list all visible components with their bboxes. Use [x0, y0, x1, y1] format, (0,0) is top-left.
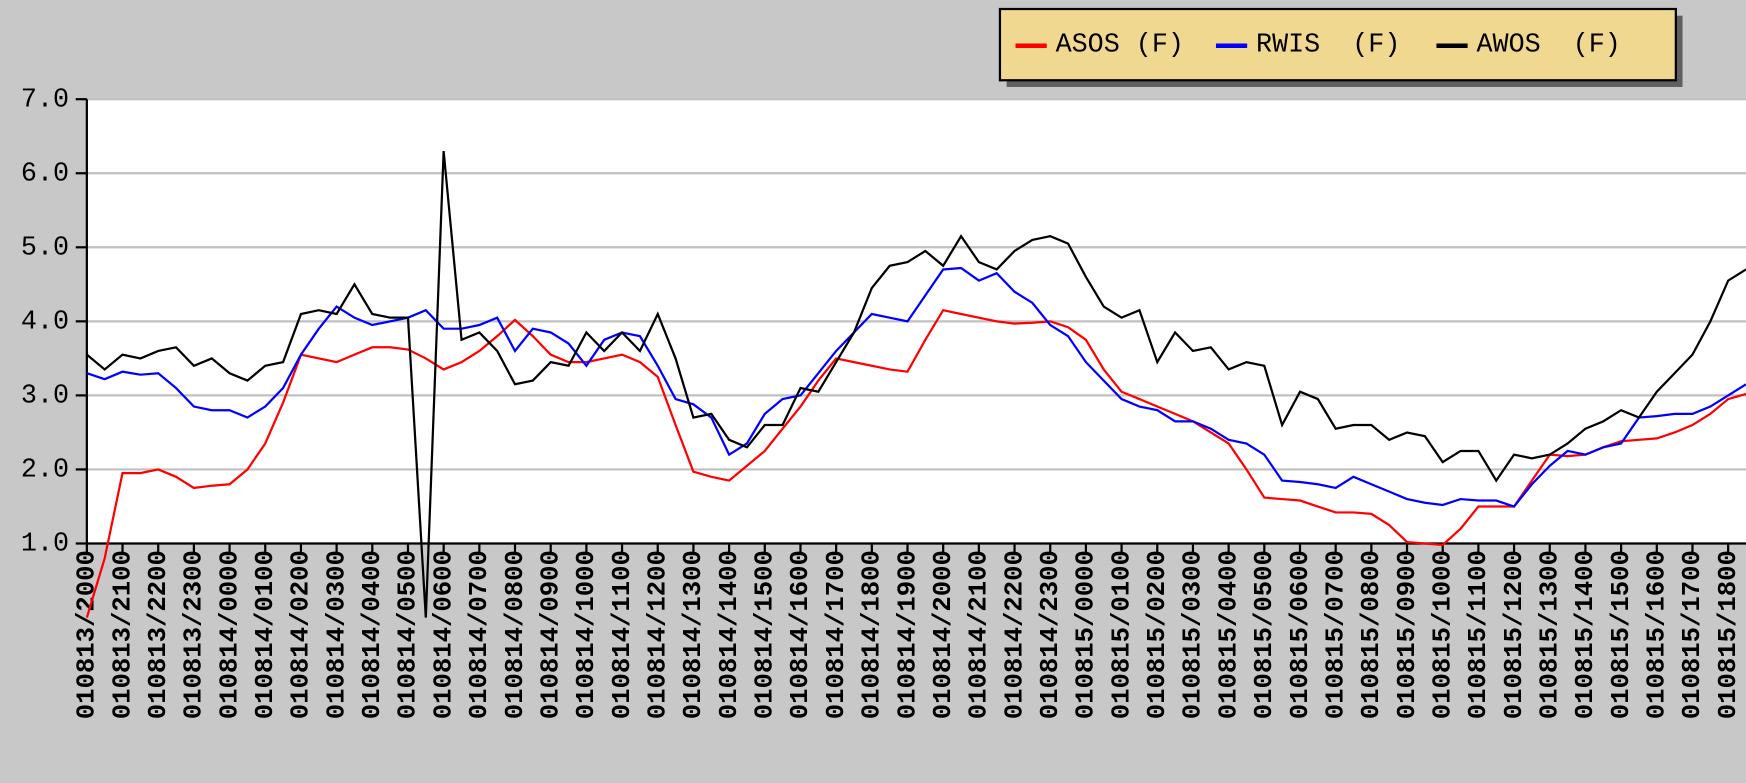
x-tick-label: 010814/2200 — [1000, 550, 1029, 719]
x-tick-label: 010815/1000 — [1428, 550, 1457, 719]
x-tick-label: 010815/0500 — [1250, 550, 1279, 719]
x-tick-label: 010815/1200 — [1500, 550, 1529, 719]
x-tick-label: 010815/1600 — [1643, 550, 1672, 719]
x-tick-label: 010815/0800 — [1357, 550, 1386, 719]
x-tick-label: 010815/1500 — [1607, 550, 1636, 719]
y-tick-label: 2.0 — [21, 456, 69, 486]
x-tick-label: 010814/2000 — [929, 550, 958, 719]
x-tick-label: 010815/0700 — [1321, 550, 1350, 719]
x-tick-label: 010814/1100 — [608, 550, 637, 719]
x-tick-label: 010815/1100 — [1464, 550, 1493, 719]
x-tick-label: 010814/1300 — [679, 550, 708, 719]
x-tick-label: 010815/1700 — [1678, 550, 1707, 719]
x-tick-label: 010813/2000 — [73, 550, 102, 719]
y-tick-label: 6.0 — [21, 159, 69, 189]
x-tick-label: 010815/0400 — [1214, 550, 1243, 719]
x-tick-label: 010814/2100 — [965, 550, 994, 719]
legend: ASOS (F) RWIS (F) AWOS (F) — [998, 7, 1683, 87]
x-tick-label: 010815/0000 — [1072, 550, 1101, 719]
x-tick-label: 010815/0300 — [1179, 550, 1208, 719]
x-tick-label: 010815/0900 — [1393, 550, 1422, 719]
x-tick-label: 010814/1000 — [572, 550, 601, 719]
x-tick-label: 010814/0500 — [394, 550, 423, 719]
x-tick-label: 010814/2300 — [1036, 550, 1065, 719]
legend-label: AWOS (F) — [1477, 31, 1621, 61]
x-tick-label: 010815/1400 — [1571, 550, 1600, 719]
legend-label: ASOS (F) — [1056, 31, 1184, 61]
x-tick-label: 010814/1600 — [786, 550, 815, 719]
x-tick-label: 010814/1900 — [893, 550, 922, 719]
x-tick-label: 010814/1800 — [858, 550, 887, 719]
x-tick-label: 010814/0600 — [429, 550, 458, 719]
legend-label: RWIS (F) — [1256, 31, 1400, 61]
x-tick-label: 010813/2200 — [144, 550, 173, 719]
legend-box — [998, 7, 1677, 82]
x-tick-label: 010815/1300 — [1536, 550, 1565, 719]
y-tick-label: 5.0 — [21, 233, 69, 263]
x-tick-label: 010815/0600 — [1286, 550, 1315, 719]
y-tick-label: 7.0 — [21, 85, 69, 115]
series-line — [85, 308, 1746, 618]
x-tick-label: 010814/0800 — [501, 550, 530, 719]
x-tick-label: 010814/1500 — [751, 550, 780, 719]
y-tick-label: 4.0 — [21, 307, 69, 337]
x-tick-label: 010814/1700 — [822, 550, 851, 719]
x-tick-label: 010815/0200 — [1143, 550, 1172, 719]
x-tick-label: 010814/0200 — [287, 550, 316, 719]
x-tick-label: 010814/0700 — [465, 550, 494, 719]
x-tick-label: 010815/1800 — [1714, 550, 1743, 719]
x-tick-label: 010815/0100 — [1107, 550, 1136, 719]
y-tick-label: 3.0 — [21, 381, 69, 411]
y-tick-label: 1.0 — [21, 530, 69, 560]
series-line — [86, 150, 1746, 618]
x-tick-label: 010814/0000 — [215, 550, 244, 719]
x-tick-label: 010813/2100 — [108, 550, 137, 719]
x-tick-label: 010814/1200 — [644, 550, 673, 719]
x-tick-label: 010814/0900 — [536, 550, 565, 719]
x-tick-label: 010814/0100 — [251, 550, 280, 719]
series-line — [86, 266, 1746, 508]
x-tick-label: 010814/0300 — [322, 550, 351, 719]
x-tick-label: 010814/0400 — [358, 550, 387, 719]
x-tick-label: 010814/1400 — [715, 550, 744, 719]
x-tick-label: 010813/2300 — [180, 550, 209, 719]
